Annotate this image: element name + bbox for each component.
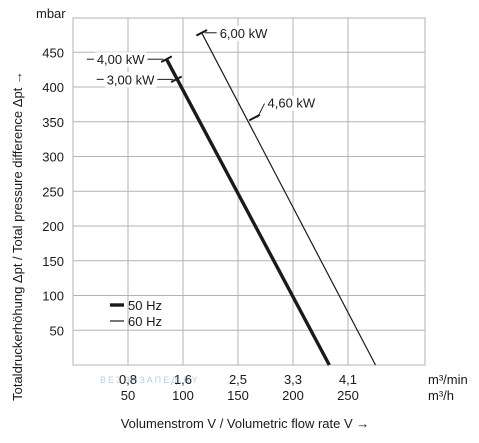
annotation-label-bg [104, 72, 157, 88]
y-tick-label: 450 [42, 45, 64, 60]
x-tick-label-m3min: 3,3 [284, 372, 302, 387]
x-axis-label: Volumenstrom V / Volumetric flow rate V … [121, 416, 370, 431]
power-marker [160, 55, 173, 63]
annotation-label: 4,60 kW [268, 96, 316, 111]
y-tick-label: 250 [42, 184, 64, 199]
annotation-label: 6,00 kW [220, 26, 268, 41]
y-tick-label: 150 [42, 254, 64, 269]
x-tick-label-m3min: 2,5 [229, 372, 247, 387]
annotation-label: 4,00 kW [97, 52, 145, 67]
power-marker [195, 29, 208, 37]
x-tick-label-m3min: 0,8 [119, 372, 137, 387]
annotation-label-bg [265, 95, 318, 111]
x-unit-top-label: m³/min [428, 372, 468, 387]
x-tick-label-m3min: 1,6 [174, 372, 192, 387]
annotation-label-bg [94, 52, 147, 68]
series-line-60-hz [201, 32, 377, 366]
x-tick-label-m3h: 150 [227, 388, 249, 403]
annotation-label-bg [217, 25, 270, 41]
series-line-50-hz [164, 58, 331, 366]
power-marker [170, 75, 183, 84]
y-unit-label: mbar [36, 6, 66, 21]
y-tick-label: 350 [42, 115, 64, 130]
legend-entry-label: 50 Hz [128, 298, 162, 313]
label-leader-line [257, 103, 265, 118]
y-tick-label: 300 [42, 150, 64, 165]
x-tick-label-m3h: 200 [282, 388, 304, 403]
x-tick-label-m3h: 50 [121, 388, 135, 403]
watermark: ВЕЗЭЛЗАПЕД.BY [100, 375, 200, 385]
y-tick-label: 200 [42, 219, 64, 234]
x-unit-bottom-label: m³/h [428, 388, 454, 403]
y-tick-label: 400 [42, 80, 64, 95]
annotation-label: 3,00 kW [107, 72, 155, 87]
y-tick-label: 50 [50, 323, 64, 338]
x-tick-label-m3h: 100 [172, 388, 194, 403]
legend-entry-label: 60 Hz [128, 314, 162, 329]
x-tick-label-m3h: 250 [337, 388, 359, 403]
y-axis-label: Totaldruckerhöhung Δpt / Total pressure … [10, 71, 25, 401]
y-tick-label: 100 [42, 289, 64, 304]
x-tick-label-m3min: 4,1 [339, 372, 357, 387]
